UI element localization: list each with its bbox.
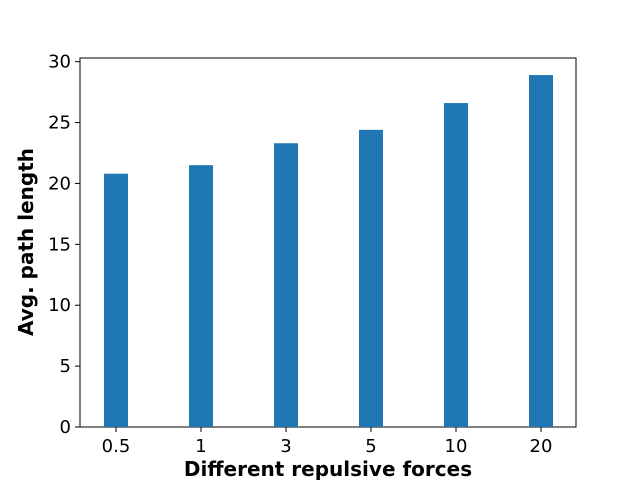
- y-tick-label: 5: [60, 356, 71, 377]
- bar-5: [359, 129, 383, 427]
- x-tick-label: 0.5: [102, 436, 131, 457]
- x-tick-label: 3: [280, 436, 291, 457]
- x-axis-label: Different repulsive forces: [184, 457, 472, 480]
- x-tick-label: 10: [445, 436, 468, 457]
- y-axis-ticks: 0 5 10 15 20 25 30: [48, 52, 80, 438]
- y-axis-label: Avg. path length: [14, 148, 38, 336]
- bar-20: [529, 75, 553, 428]
- y-tick-label: 0: [60, 417, 71, 438]
- y-tick-label: 10: [48, 295, 71, 316]
- bar-1: [189, 165, 213, 427]
- x-axis-ticks: 0.5 1 3 5 10 20: [102, 427, 553, 457]
- bars-group: [104, 75, 553, 428]
- y-tick-label: 30: [48, 52, 71, 73]
- y-tick-label: 25: [48, 113, 71, 134]
- x-tick-label: 20: [530, 436, 553, 457]
- bar-3: [274, 143, 298, 427]
- x-tick-label: 5: [365, 436, 376, 457]
- y-tick-label: 15: [48, 234, 71, 255]
- bar-0.5: [104, 173, 128, 427]
- y-tick-label: 20: [48, 173, 71, 194]
- plot-area-frame: [79, 57, 577, 428]
- bar-10: [444, 103, 468, 428]
- x-tick-label: 1: [195, 436, 206, 457]
